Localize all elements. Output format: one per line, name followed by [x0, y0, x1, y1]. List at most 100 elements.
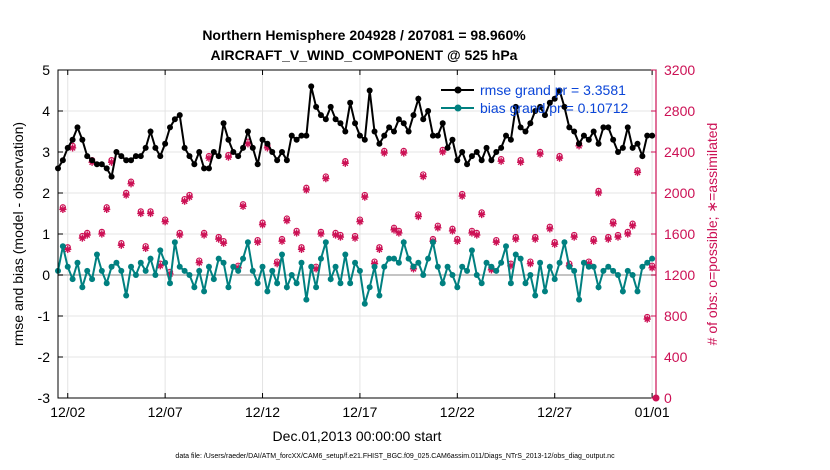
bias-point [332, 263, 339, 270]
possible-obs-marker [415, 211, 422, 218]
possible-obs-marker [361, 191, 368, 199]
rmse-point [59, 157, 66, 164]
rmse-point [162, 140, 169, 147]
chart-title: Northern Hemisphere 204928 / 207081 = 98… [202, 27, 526, 43]
rmse-point [352, 120, 359, 127]
bias-point [576, 296, 583, 303]
bias-point [298, 259, 305, 266]
bias-point [624, 267, 631, 274]
rmse-point [225, 136, 232, 143]
bias-point [541, 288, 548, 295]
legend-rmse-label: rmse grand pr = 3.3581 [480, 82, 626, 98]
rmse-point [215, 153, 222, 160]
bias-point [386, 255, 393, 262]
rmse-point [230, 149, 237, 155]
bias-point [171, 239, 178, 246]
bias-point [527, 272, 534, 278]
x-tick-label: 12/02 [50, 404, 85, 420]
bias-point [191, 284, 198, 291]
rmse-point [629, 144, 636, 151]
y-tick-label: 1 [42, 226, 50, 242]
rmse-point [386, 124, 393, 131]
possible-obs-marker [298, 244, 305, 251]
bias-point [327, 276, 334, 283]
rmse-point [454, 157, 461, 164]
bias-point [439, 280, 446, 287]
bias-point [84, 267, 91, 274]
bias-point [483, 259, 490, 266]
possible-obs-marker [103, 204, 110, 211]
bias-point [240, 255, 247, 262]
rmse-point [293, 136, 300, 143]
bias-point [74, 259, 81, 266]
possible-obs-marker [161, 216, 169, 223]
bias-point [303, 296, 310, 303]
possible-obs-marker [590, 235, 597, 243]
rmse-point [249, 144, 256, 151]
rmse-point [381, 132, 388, 139]
data-file-footer: data file: /Users/raeder/DAI/ATM_forcXX/… [175, 453, 615, 460]
rmse-point [537, 103, 544, 110]
bias-point [196, 267, 203, 274]
legend-bias-label: bias grand pr = 0.10712 [480, 100, 628, 116]
rmse-point [600, 124, 607, 131]
rmse-point [79, 136, 86, 143]
possible-obs-marker [458, 190, 466, 198]
possible-obs-marker [478, 209, 485, 216]
rmse-point [615, 149, 622, 155]
bias-point [420, 272, 427, 278]
rmse-point [269, 149, 276, 155]
bias-point [498, 259, 505, 266]
x-axis-label: Dec.01,2013 00:00:00 start [273, 428, 442, 444]
bias-point [293, 280, 300, 287]
possible-obs-marker [283, 215, 291, 222]
possible-obs-marker [337, 231, 344, 239]
bias-point [551, 276, 558, 283]
bias-point [493, 267, 500, 274]
possible-obs-marker [196, 257, 203, 264]
possible-obs-marker [200, 229, 208, 237]
rmse-point [410, 112, 417, 119]
rmse-point [517, 124, 524, 131]
x-tick-label: 12/22 [440, 404, 475, 420]
rmse-point [308, 83, 315, 90]
bias-point [352, 259, 359, 266]
bias-point [176, 263, 183, 270]
rmse-point [235, 153, 242, 160]
y2-tick-label: 0 [664, 390, 672, 406]
possible-obs-marker [225, 151, 232, 159]
possible-obs-marker [122, 189, 130, 197]
bias-point [507, 280, 514, 287]
y2-tick-label: 800 [664, 308, 688, 324]
bias-point [93, 251, 100, 258]
rmse-point [313, 103, 320, 110]
rmse-point [576, 140, 583, 147]
possible-obs-marker [322, 173, 330, 180]
rmse-point [449, 136, 456, 143]
rmse-point [503, 132, 510, 139]
bias-point [181, 267, 188, 274]
bias-point [366, 284, 373, 291]
rmse-point [186, 153, 193, 160]
possible-obs-marker [303, 184, 310, 192]
bias-point [142, 267, 149, 274]
possible-obs-marker [273, 258, 281, 265]
rmse-point [590, 128, 597, 135]
rmse-point [420, 116, 427, 123]
y2-tick-label: 3200 [664, 62, 695, 78]
rmse-point [512, 103, 519, 110]
rmse-point [196, 149, 203, 155]
rmse-point [639, 153, 646, 160]
rmse-point [395, 116, 402, 123]
rmse-point [488, 157, 495, 164]
possible-obs-marker [454, 235, 461, 243]
x-axis-ticks: 12/02 12/07 12/12 12/17 12/22 12/27 01/01 [50, 70, 670, 420]
bias-point [69, 276, 76, 283]
bias-point [162, 259, 169, 266]
possible-obs-marker [376, 244, 383, 251]
possible-obs-marker [239, 201, 247, 208]
bias-point [522, 280, 529, 287]
bias-point [337, 280, 344, 287]
rmse-point [561, 103, 568, 110]
